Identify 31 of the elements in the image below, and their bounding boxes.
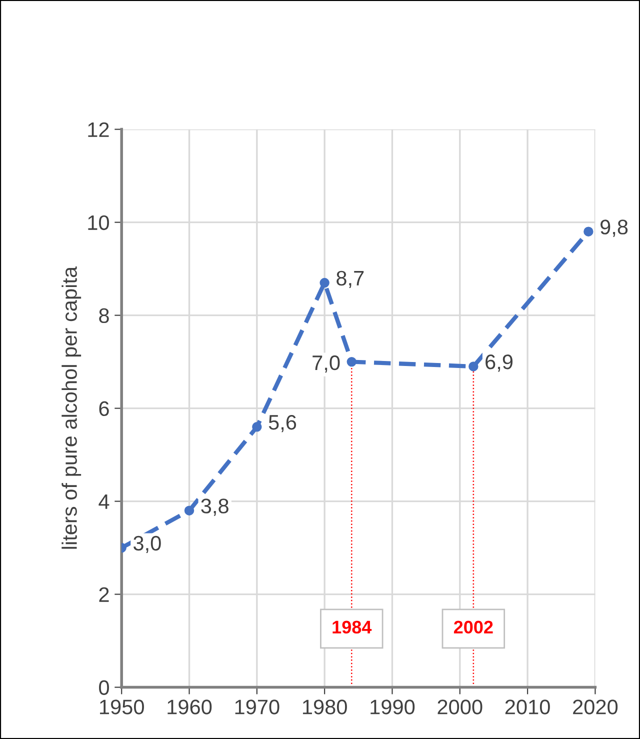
ref-line-label: 2002 bbox=[454, 620, 493, 634]
y-axis-title: liters of pure alcohol per capita bbox=[62, 266, 82, 549]
x-tick-label: 1950 bbox=[100, 700, 144, 714]
data-label: 9,8 bbox=[600, 220, 628, 237]
y-tick-label: 4 bbox=[98, 494, 110, 509]
x-tick-label: 1970 bbox=[235, 700, 280, 714]
data-label: 3,8 bbox=[201, 498, 228, 516]
point bbox=[184, 506, 194, 516]
data-label: 8,7 bbox=[336, 270, 364, 288]
y-tick-label: 8 bbox=[99, 308, 109, 324]
x-tick-label: 1990 bbox=[370, 700, 415, 714]
x-tick-label: 2020 bbox=[573, 700, 618, 714]
y-tick-label: 2 bbox=[99, 587, 109, 602]
data-label: 3,0 bbox=[134, 536, 161, 554]
point bbox=[320, 278, 330, 288]
point bbox=[468, 362, 478, 372]
x-tick-label: 1980 bbox=[302, 700, 347, 714]
x-tick-label: 1960 bbox=[168, 700, 212, 714]
data-label: 6,9 bbox=[486, 354, 512, 372]
point bbox=[346, 356, 356, 367]
point bbox=[252, 422, 262, 432]
data-label: 7,0 bbox=[312, 355, 340, 373]
x-tick-label: 2000 bbox=[438, 700, 482, 714]
y-tick-label: 10 bbox=[88, 215, 109, 230]
data-label: 5,6 bbox=[268, 414, 296, 432]
y-tick-label: 12 bbox=[88, 122, 109, 137]
point bbox=[584, 226, 594, 236]
ref-line-label: 1984 bbox=[332, 620, 372, 634]
y-tick-label: 0 bbox=[99, 680, 109, 696]
x-tick-label: 2010 bbox=[505, 700, 550, 714]
y-tick-label: 6 bbox=[99, 401, 109, 416]
